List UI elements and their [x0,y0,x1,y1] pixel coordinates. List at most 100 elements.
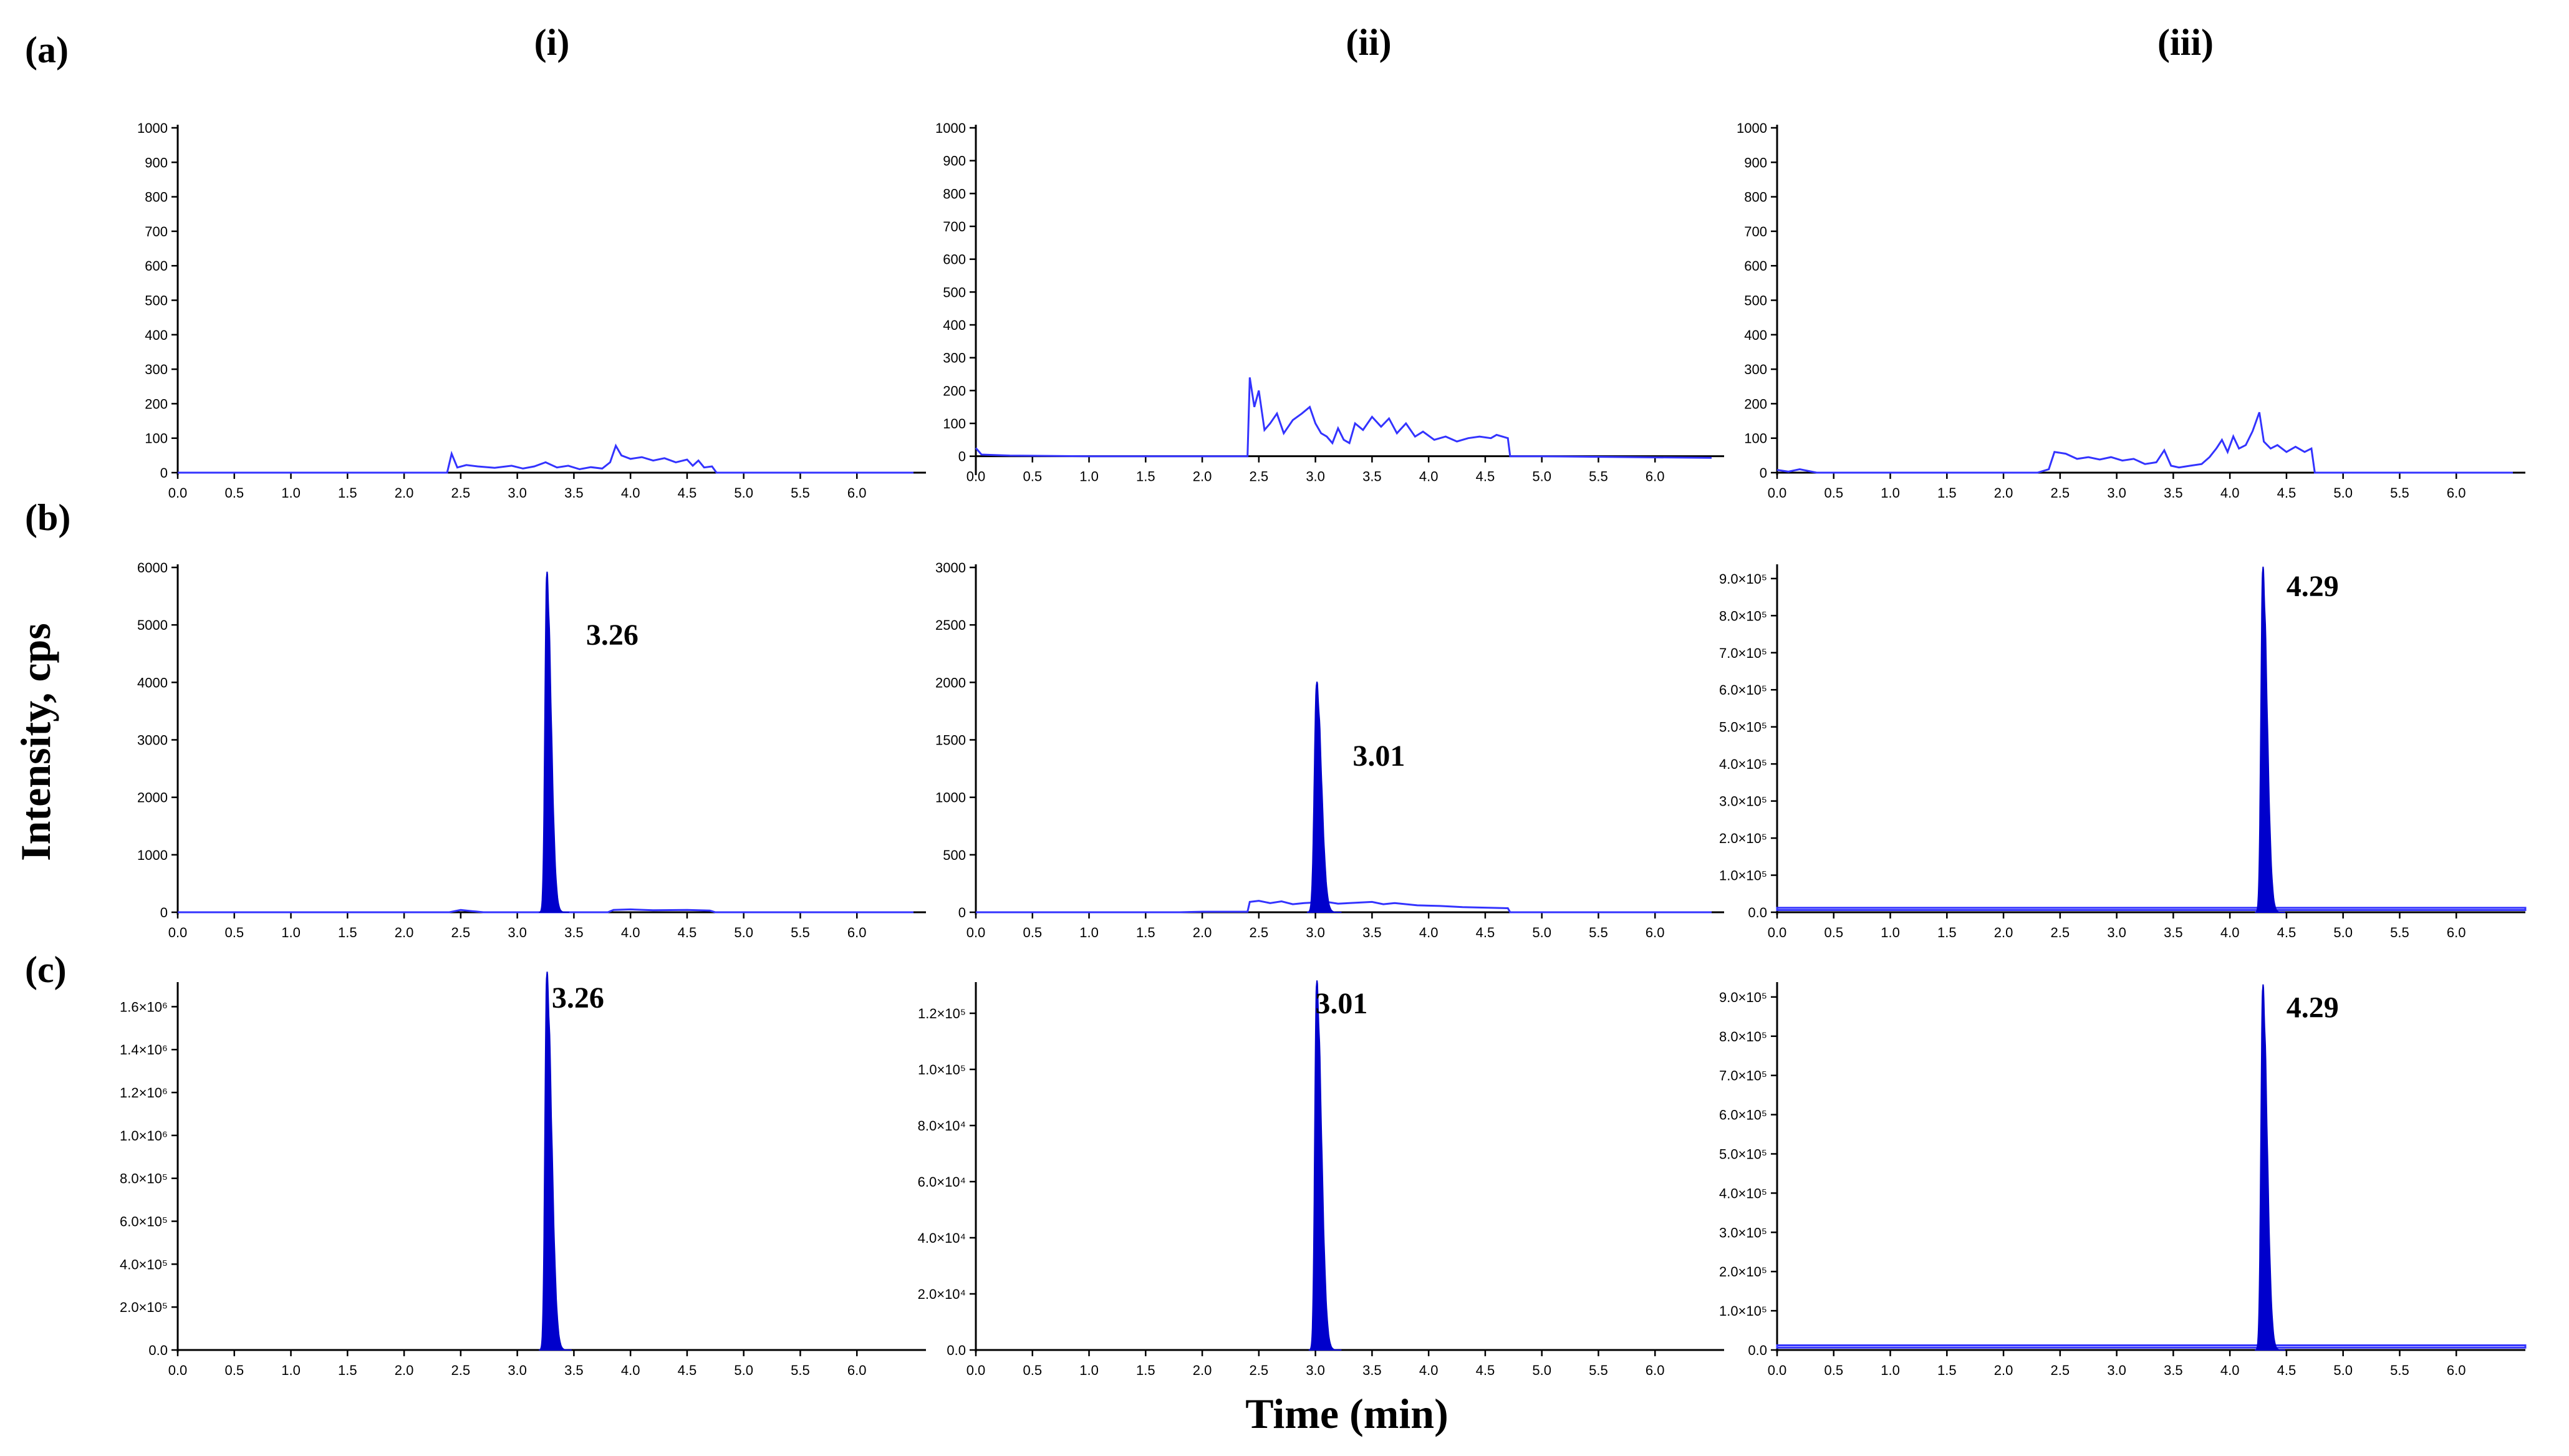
y-tick-label: 300 [943,350,966,366]
y-tick-label: 500 [145,293,168,309]
panel-b-i: 0.0 0.5 1.0 1.5 2.0 2.5 3.0 3.5 4.0 4.5 5.0 5.5 6.0 0… [137,560,926,940]
peak-retention-label: 3.01 [1315,987,1367,1020]
peak-area [539,571,569,913]
panel-c-iii: 0.0 0.5 1.0 1.5 2.0 2.5 3.0 3.5 4.0 4.5 5.0 5.5 6.0 0… [1719,982,2527,1378]
panel-a-ii: 0.0 0.5 1.0 1.5 2.0 2.5 3.0 3.5 4.0 4.5 5.0 5.5 6.0 0… [935,120,1724,485]
y-tick-label: 1.0×10⁶ [120,1128,168,1144]
y-tick-label: 4.0×10⁵ [1719,756,1767,772]
x-tick-label: 4.0 [621,1362,640,1378]
x-tick-label: 1.5 [338,1362,357,1378]
x-tick-label: 0.0 [168,925,188,940]
peak-area [2255,566,2285,913]
baseline-trace [1776,1344,2527,1349]
y-tick-label: 7.0×10⁵ [1719,645,1767,661]
y-tick-label: 600 [943,252,966,268]
peak-retention-label: 4.29 [2287,991,2339,1024]
x-tick-label: 2.0 [1193,925,1212,940]
peak-retention-label: 3.01 [1352,740,1405,773]
y-tick-label: 9.0×10⁵ [1719,571,1767,587]
y-tick-label: 800 [1744,190,1767,205]
y-tick-label: 500 [1744,293,1767,309]
y-tick-label: 800 [145,190,168,205]
y-tick-label: 900 [145,155,168,170]
x-tick-label: 5.5 [1589,1362,1608,1378]
x-tick-label: 5.0 [1532,925,1551,940]
x-tick-label: 3.0 [508,1362,527,1378]
x-tick-label: 5.0 [2333,1362,2353,1378]
x-tick-label: 5.0 [2333,485,2353,501]
y-tick-label: 400 [145,327,168,343]
x-tick-label: 2.5 [451,485,471,501]
x-tick-label: 4.0 [621,485,640,501]
x-tick-label: 3.5 [1362,1362,1382,1378]
peak-area [539,971,572,1351]
y-tick-label: 2.0×10⁵ [1719,831,1767,846]
x-tick-label: 0.0 [966,469,986,485]
y-tick-label: 9.0×10⁵ [1719,990,1767,1005]
x-tick-label: 0.0 [1768,925,1787,940]
y-tick-label: 3.0×10⁵ [1719,794,1767,809]
x-tick-label: 2.0 [1994,925,2013,940]
x-tick-label: 5.5 [1589,925,1608,940]
x-tick-label: 0.0 [966,1362,986,1378]
x-tick-label: 5.5 [791,1362,810,1378]
x-tick-label: 2.0 [395,925,414,940]
x-tick-label: 1.5 [338,485,357,501]
y-tick-label: 500 [943,284,966,300]
y-tick-label: 400 [1744,327,1767,343]
x-tick-label: 0.5 [1023,925,1042,940]
x-tick-label: 2.5 [451,1362,471,1378]
x-tick-label: 4.5 [678,925,697,940]
peak-area [2255,984,2285,1351]
y-tick-label: 8.0×10⁵ [120,1171,168,1187]
x-tick-label: 4.0 [2220,925,2240,940]
y-tick-label: 2.0×10⁵ [1719,1264,1767,1280]
x-tick-label: 5.0 [734,485,753,501]
trace-line [178,443,913,474]
y-tick-label: 1000 [137,847,168,863]
peak-retention-label: 3.26 [552,981,604,1015]
trace-line [975,377,1712,459]
panel-c-i: 0.0 0.5 1.0 1.5 2.0 2.5 3.0 3.5 4.0 4.5 5.0 5.5 6.0 0… [120,971,926,1378]
y-tick-label: 100 [1744,431,1767,446]
x-tick-label: 4.5 [1476,925,1495,940]
x-tick-label: 4.5 [678,485,697,501]
x-tick-label: 1.0 [1881,485,1900,501]
x-tick-label: 2.0 [1994,1362,2013,1378]
x-tick-label: 2.5 [1250,469,1269,485]
x-tick-label: 0.0 [1768,1362,1787,1378]
x-tick-label: 6.0 [1646,925,1665,940]
y-tick-label: 900 [1744,155,1767,170]
y-tick-label: 600 [1744,258,1767,274]
x-tick-label: 3.0 [2107,925,2126,940]
y-tick-label: 200 [943,383,966,398]
x-tick-label: 3.5 [2164,1362,2183,1378]
x-tick-label: 0.5 [1023,1362,1042,1378]
x-tick-label: 1.5 [1136,925,1155,940]
x-tick-label: 4.0 [1419,1362,1439,1378]
y-tick-label: 700 [145,224,168,239]
y-tick-label: 6000 [137,560,168,576]
y-tick-label: 0.0 [947,1343,966,1358]
x-tick-label: 3.5 [2164,485,2183,501]
x-tick-label: 6.0 [847,925,867,940]
y-tick-label: 0 [1760,465,1767,481]
y-tick-label: 1000 [935,120,966,136]
y-tick-label: 500 [943,847,966,863]
x-tick-label: 5.0 [2333,925,2353,940]
y-tick-label: 6.0×10⁴ [918,1174,966,1190]
row-label-a: (a) [25,29,69,70]
y-tick-label: 1000 [1737,120,1767,136]
y-tick-label: 3000 [935,560,966,576]
x-tick-label: 6.0 [2447,485,2466,501]
y-tick-label: 700 [943,219,966,234]
x-tick-label: 0.0 [168,1362,188,1378]
x-tick-label: 4.0 [1419,469,1439,485]
y-tick-label: 3000 [137,733,168,748]
x-tick-label: 1.0 [1079,925,1099,940]
x-tick-label: 3.5 [564,925,584,940]
y-tick-label: 5000 [137,617,168,633]
x-tick-label: 6.0 [847,485,867,501]
panel-b-ii: 0.0 0.5 1.0 1.5 2.0 2.5 3.0 3.5 4.0 4.5 5.0 5.5 6.0 0… [935,560,1724,940]
x-tick-label: 3.0 [1306,1362,1325,1378]
